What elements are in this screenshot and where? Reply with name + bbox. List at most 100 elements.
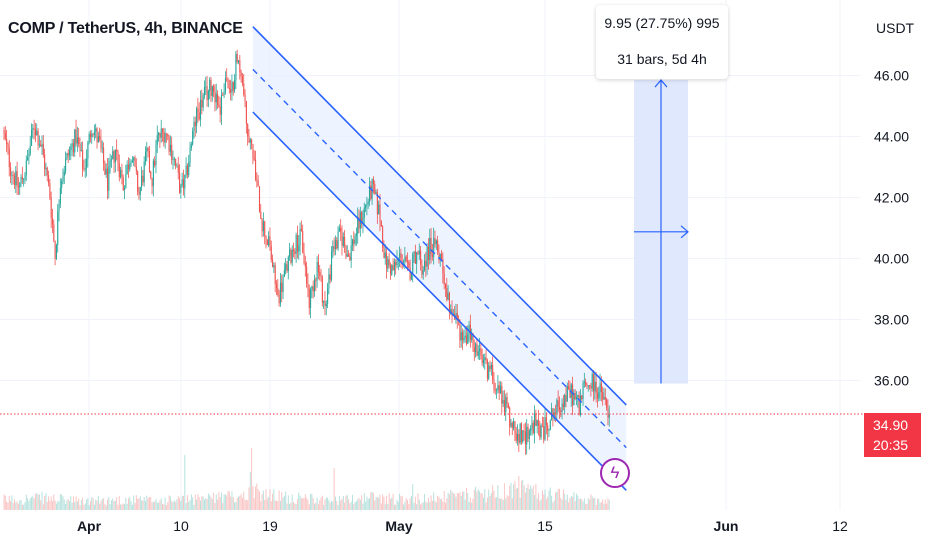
volume-bar [108, 496, 110, 510]
volume-bar [36, 493, 38, 510]
candle-body [245, 101, 247, 124]
channel-upper-line[interactable] [252, 26, 627, 406]
candle-body [222, 94, 224, 96]
candle-body [598, 392, 600, 399]
candle-body [344, 236, 346, 246]
volume-bar [522, 480, 524, 510]
candle-body [380, 221, 382, 227]
candle-body [403, 261, 405, 263]
candle-body [409, 267, 411, 280]
candle-body [164, 133, 166, 143]
volume-bar [177, 496, 179, 510]
candle-body [486, 360, 488, 379]
volume-bar [349, 503, 351, 510]
volume-bar [371, 492, 373, 510]
volume-bar [586, 504, 588, 510]
volume-bar [450, 489, 452, 510]
volume-bar [53, 494, 55, 510]
volume-bar [447, 492, 449, 510]
symbol-title[interactable]: COMP / TetherUS, 4h, BINANCE [8, 20, 243, 37]
candle-body [46, 167, 48, 176]
y-tick-label: 38.00 [874, 312, 909, 328]
volume-bar [291, 494, 293, 510]
candle-body [139, 187, 141, 195]
channel-middle-line[interactable] [252, 68, 627, 449]
volume-bar [83, 504, 85, 510]
volume-bar [72, 496, 74, 510]
candle-body [203, 87, 206, 96]
volume-bar [316, 497, 318, 510]
volume-bar [353, 503, 355, 510]
volume-bar [205, 498, 207, 510]
candle-body [28, 153, 30, 158]
volume-bar [164, 497, 166, 510]
volume-bar [241, 497, 243, 510]
volume-bar [159, 500, 161, 510]
candle-body [547, 425, 549, 431]
volume-bar [498, 498, 500, 510]
volume-bar [201, 496, 203, 510]
candle-body [427, 246, 430, 260]
candle-body [122, 177, 124, 191]
volume-bar [357, 499, 359, 510]
volume-bar [304, 494, 306, 510]
candle-body [29, 145, 31, 154]
volume-bar [264, 499, 266, 510]
volume-bar [8, 495, 10, 510]
candle-body [450, 308, 452, 313]
candle-body [528, 430, 530, 439]
volume-bar [367, 498, 369, 510]
candle-body [172, 158, 174, 160]
candle-body [21, 176, 23, 180]
volume-bar [467, 493, 469, 510]
candle-body [590, 386, 592, 389]
candle-body [519, 423, 521, 443]
volume-bar [259, 491, 260, 510]
volume-bar [361, 495, 363, 510]
volume-bar [120, 504, 122, 510]
volume-bar [384, 504, 386, 510]
volume-bar [215, 494, 217, 510]
candle-body [74, 129, 76, 153]
candle-body [555, 412, 557, 414]
volume-bar [317, 504, 319, 510]
candle-body [12, 175, 14, 177]
volume-bar [300, 498, 302, 510]
channel-lower-line[interactable] [252, 111, 627, 491]
volume-bar [82, 497, 84, 510]
candle-body [184, 174, 186, 189]
volume-bar [249, 472, 251, 510]
candle-body [87, 142, 89, 159]
candle-body [541, 425, 544, 427]
candle-body [462, 332, 464, 341]
volume-bar [145, 501, 146, 510]
volume-bar [71, 502, 73, 510]
volume-bar [405, 498, 407, 510]
volume-bar [63, 499, 65, 510]
volume-bar [594, 497, 596, 510]
volume-bar [200, 500, 201, 510]
candle-body [194, 121, 196, 127]
volume-bar [265, 489, 267, 510]
candle-body [63, 171, 65, 177]
volume-bar [151, 502, 153, 510]
volume-bar [547, 496, 549, 510]
volume-bar [303, 498, 305, 510]
volume-bar [489, 495, 491, 510]
candle-body [331, 252, 333, 280]
volume-bar [256, 483, 258, 510]
volume-bar [23, 504, 25, 510]
candle-body [556, 400, 558, 414]
volume-bar [141, 500, 143, 510]
candle-body [499, 385, 502, 393]
candle-body [383, 247, 385, 259]
volume-bar [176, 499, 178, 510]
candle-body [320, 275, 322, 278]
volume-bar [358, 497, 360, 510]
candle-body [168, 136, 170, 152]
lightning-bolt-icon[interactable]: ϟ [600, 458, 630, 488]
candle-body [70, 146, 72, 151]
candle-body [255, 159, 257, 180]
volume-bar [203, 499, 205, 510]
